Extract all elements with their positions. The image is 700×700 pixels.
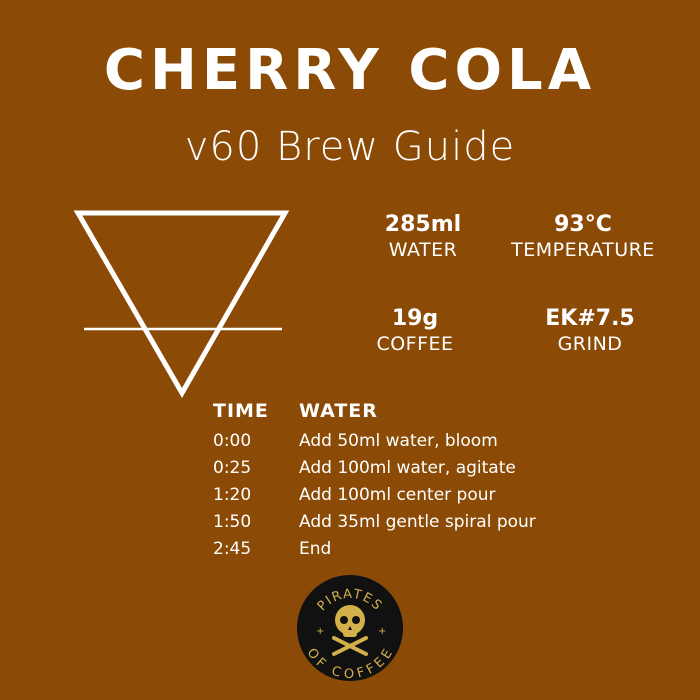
row-step: Add 100ml center pour xyxy=(299,485,496,505)
header-water: WATER xyxy=(299,400,378,422)
svg-text:+: + xyxy=(378,626,386,637)
brew-schedule: TIME WATER 0:00 Add 50ml water, bloom 0:25… xyxy=(213,400,536,563)
stat-label: GRIND xyxy=(557,333,623,355)
page-subtitle: v60 Brew Guide xyxy=(184,124,516,170)
table-row: 0:25 Add 100ml water, agitate xyxy=(213,455,536,482)
row-step: Add 100ml water, agitate xyxy=(299,458,516,478)
row-step: Add 50ml water, bloom xyxy=(299,431,498,451)
table-row: 0:00 Add 50ml water, bloom xyxy=(213,428,536,455)
header-time: TIME xyxy=(213,400,269,422)
svg-text:+: + xyxy=(316,626,324,637)
pirates-of-coffee-logo: PIRATES OF COFFEE + + xyxy=(297,575,403,682)
stat-label: COFFEE xyxy=(376,333,454,355)
stat-coffee: 19g COFFEE xyxy=(325,306,505,355)
skull-crossbones-icon xyxy=(332,605,368,656)
schedule-header: TIME WATER xyxy=(213,400,536,428)
stat-label: WATER xyxy=(388,239,458,261)
stat-water: 285ml WATER xyxy=(333,212,513,261)
v60-dripper-icon xyxy=(73,210,290,399)
stat-value: 285ml xyxy=(384,212,462,237)
row-time: 1:20 xyxy=(213,485,252,505)
stat-value: 93°C xyxy=(554,212,612,237)
stat-value: 19g xyxy=(391,306,439,331)
row-time: 2:45 xyxy=(213,539,252,559)
row-step: End xyxy=(299,539,332,559)
page-title: CHERRY COLA xyxy=(103,38,597,103)
table-row: 2:45 End xyxy=(213,536,536,563)
table-row: 1:20 Add 100ml center pour xyxy=(213,482,536,509)
stat-value: EK#7.5 xyxy=(545,306,635,331)
row-step: Add 35ml gentle spiral pour xyxy=(299,512,536,532)
row-time: 0:25 xyxy=(213,458,252,478)
table-row: 1:50 Add 35ml gentle spiral pour xyxy=(213,509,536,536)
row-time: 1:50 xyxy=(213,512,252,532)
stat-label: TEMPERATURE xyxy=(511,239,655,261)
stat-temperature: 93°C TEMPERATURE xyxy=(493,212,673,261)
row-time: 0:00 xyxy=(213,431,252,451)
stat-grind: EK#7.5 GRIND xyxy=(500,306,680,355)
